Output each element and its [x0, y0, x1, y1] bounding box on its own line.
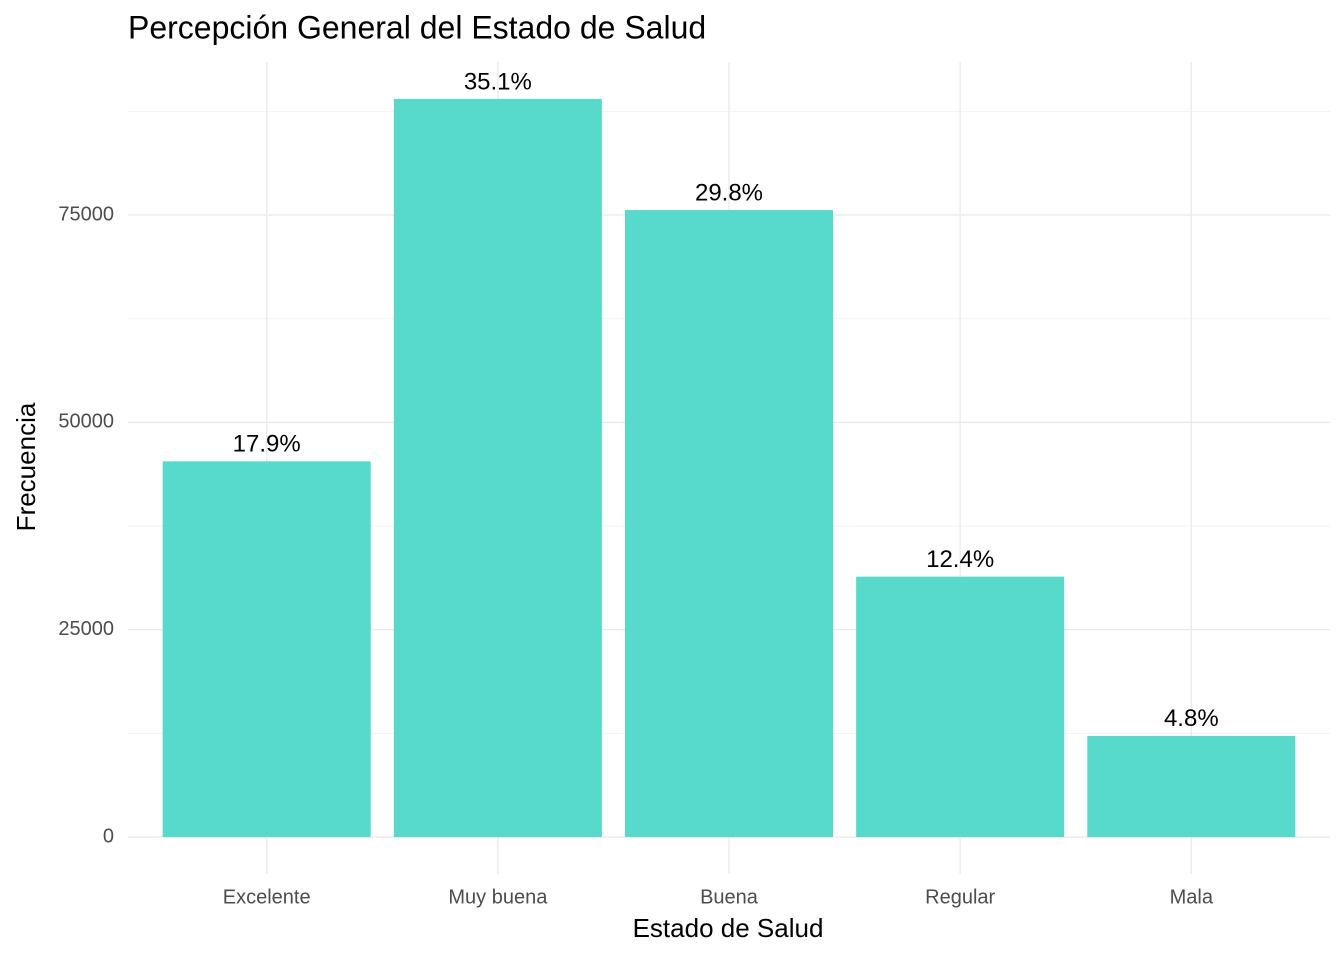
bar: [624, 210, 834, 838]
y-axis-title: Frecuencia: [11, 402, 41, 531]
chart-title: Percepción General del Estado de Salud: [128, 9, 706, 45]
x-axis-title: Estado de Salud: [633, 913, 824, 943]
data-label: 29.8%: [695, 179, 763, 206]
x-tick-label: Mala: [1170, 886, 1214, 908]
data-label: 17.9%: [233, 431, 301, 458]
x-tick-label: Excelente: [223, 886, 311, 908]
data-label: 35.1%: [464, 68, 532, 95]
y-tick-label: 50000: [58, 411, 114, 433]
x-tick-label: Buena: [700, 886, 759, 908]
bar: [393, 98, 602, 838]
x-tick-label: Regular: [925, 886, 995, 908]
bar: [162, 461, 371, 838]
y-tick-label: 25000: [58, 618, 114, 640]
y-tick-label: 0: [103, 825, 114, 847]
y-tick-label: 75000: [58, 203, 114, 225]
bar: [856, 576, 1065, 838]
data-label: 12.4%: [926, 546, 994, 573]
data-label: 4.8%: [1164, 705, 1219, 732]
bar: [1087, 735, 1296, 838]
x-tick-label: Muy buena: [448, 886, 548, 908]
